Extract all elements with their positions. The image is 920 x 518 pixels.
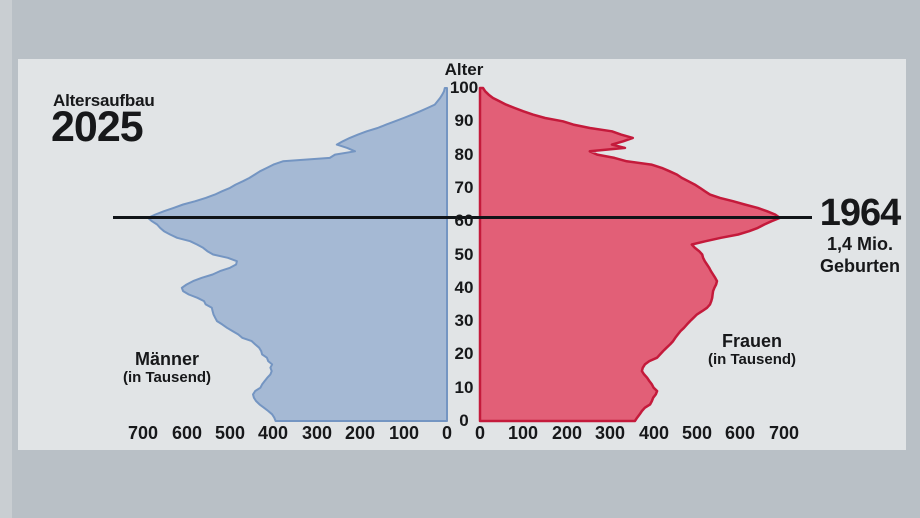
value-tick-label-right: 700 (768, 423, 800, 443)
age-tick-label: 30 (454, 311, 474, 330)
chart-title: Altersaufbau (53, 91, 155, 110)
age-tick-label: 10 (454, 378, 474, 397)
men-series-label: Männer (in Tausend) (123, 349, 211, 387)
annotation-1964: 1964 1,4 Mio. Geburten (816, 193, 904, 277)
value-tick-label-right: 600 (724, 423, 756, 443)
value-tick-label-right: 500 (681, 423, 713, 443)
age-tick-label: 70 (454, 178, 474, 197)
value-tick-label-left: 300 (301, 423, 333, 443)
age-tick-label: 80 (454, 145, 474, 164)
annotation-year: 1964 (819, 192, 902, 234)
chart-panel (18, 59, 906, 450)
frame-left-strip (0, 0, 12, 518)
annotation-births-line1: 1,4 Mio. (826, 234, 893, 254)
women-series-name: Frauen (721, 331, 782, 351)
birth-cohort-1964-line (113, 216, 812, 219)
age-tick-label: 0 (459, 411, 469, 430)
value-tick-label-right: 200 (551, 423, 583, 443)
value-tick-label-right: 100 (507, 423, 539, 443)
value-tick-label-left: 0 (441, 423, 453, 443)
value-tick-label-right: 0 (474, 423, 486, 443)
age-tick-label: 40 (454, 278, 474, 297)
age-tick-label: 90 (454, 111, 474, 130)
men-series-name: Männer (134, 349, 199, 369)
age-tick-label: 100 (449, 78, 479, 97)
value-tick-label-right: 400 (638, 423, 670, 443)
women-series-unit: (in Tausend) (707, 351, 797, 368)
value-tick-label-right: 300 (594, 423, 626, 443)
men-area-shape (147, 87, 448, 422)
value-tick-label-left: 200 (344, 423, 376, 443)
value-tick-label-left: 400 (257, 423, 289, 443)
men-series-unit: (in Tausend) (122, 369, 212, 386)
value-tick-label-left: 700 (127, 423, 159, 443)
women-area-shape (478, 86, 782, 423)
annotation-births-line2: Geburten (819, 256, 900, 276)
women-series-label: Frauen (in Tausend) (708, 331, 796, 369)
value-tick-label-left: 100 (388, 423, 420, 443)
age-axis-label: Alter (444, 60, 484, 79)
age-tick-label: 20 (454, 344, 474, 363)
age-tick-label: 60 (454, 211, 474, 230)
value-tick-label-left: 500 (214, 423, 246, 443)
value-tick-label-left: 600 (171, 423, 203, 443)
age-tick-label: 50 (454, 245, 474, 264)
chart-year: 2025 (51, 103, 144, 151)
